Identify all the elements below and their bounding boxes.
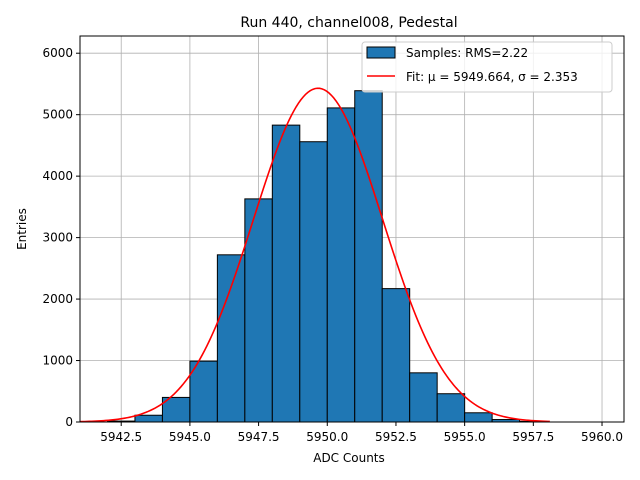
gaussian-fit-line [79, 87, 550, 423]
y-tick-label: 1000 [42, 354, 73, 368]
legend-box [361, 41, 613, 93]
histogram-bar [464, 412, 493, 423]
histogram-bar [436, 393, 466, 423]
x-axis-ticks: 5942.5 5945.0 5947.5 5950.0 5952.5 5955.0 5957… [100, 422, 623, 444]
x-tick-label: 5947.5 [238, 430, 280, 444]
chart-title: Run 440, channel008, Pedestal [240, 15, 457, 31]
y-tick-label: 3000 [42, 231, 73, 245]
y-tick-label: 5000 [42, 108, 73, 122]
histogram-bar [271, 124, 301, 423]
legend: Samples: RMS=2.22 Fit: μ = 5949.664, σ =… [361, 41, 613, 93]
fit-curve-group [79, 87, 550, 423]
x-axis-label: ADC Counts [313, 451, 385, 465]
x-tick-label: 5950.0 [306, 430, 348, 444]
y-tick-label: 6000 [42, 46, 73, 60]
y-tick-label: 0 [65, 415, 73, 429]
histogram-bar [299, 141, 328, 423]
legend-histogram-label: Samples: RMS=2.22 [406, 46, 528, 60]
y-tick-label: 4000 [42, 169, 73, 183]
y-axis-label: Entries [15, 208, 29, 250]
histogram-bar [134, 414, 163, 423]
x-tick-label: 5957.5 [512, 430, 554, 444]
y-tick-label: 2000 [42, 292, 73, 306]
x-tick-label: 5955.0 [444, 430, 486, 444]
histogram-bars [106, 90, 548, 423]
x-tick-label: 5952.5 [375, 430, 417, 444]
histogram-bar [326, 107, 356, 423]
histogram-bar [409, 372, 438, 423]
legend-fit-label: Fit: μ = 5949.664, σ = 2.353 [406, 70, 578, 84]
x-tick-label: 5945.0 [169, 430, 211, 444]
histogram-bar [216, 254, 246, 423]
legend-histogram-swatch [366, 46, 396, 59]
histogram-bar [381, 288, 411, 423]
x-tick-label: 5960.0 [581, 430, 623, 444]
y-axis-ticks: 0 1000 2000 3000 4000 5000 6000 [42, 46, 80, 429]
x-tick-label: 5942.5 [100, 430, 142, 444]
plot-frame [79, 35, 625, 423]
histogram-bar [354, 90, 383, 423]
